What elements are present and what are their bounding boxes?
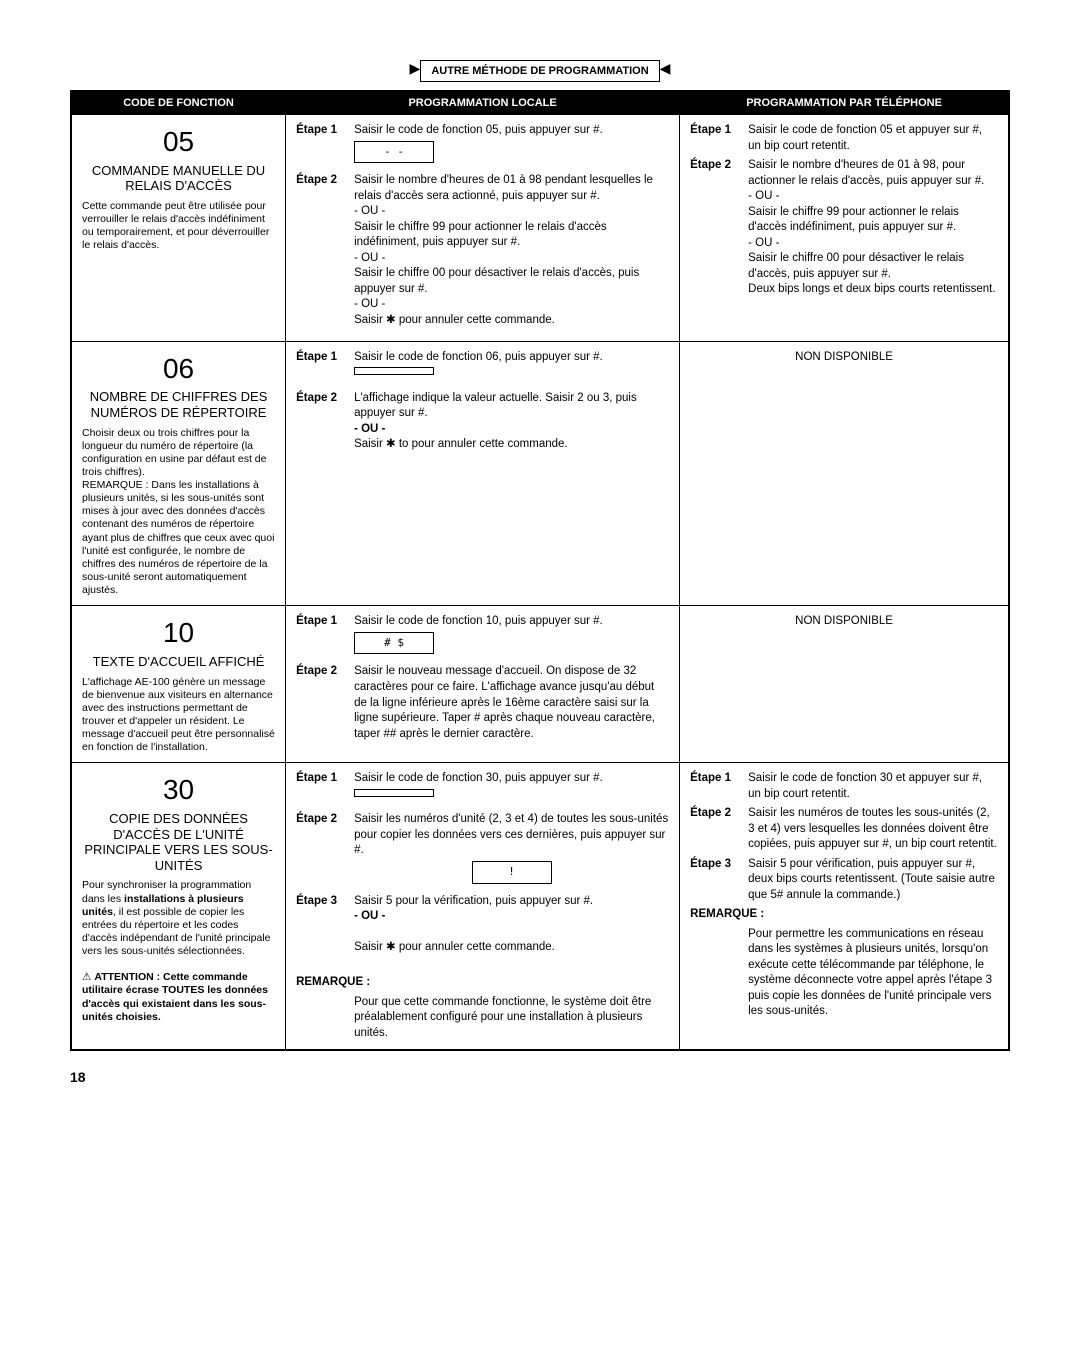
row30-disp2: ! xyxy=(472,861,552,884)
row05-desc: Cette commande peut être utilisée pour v… xyxy=(82,200,275,253)
tab-title: AUTRE MÉTHODE DE PROGRAMMATION xyxy=(431,65,648,77)
row30-local-e2: Étape 2 xyxy=(296,812,354,889)
tab-title-box: AUTRE MÉTHODE DE PROGRAMMATION xyxy=(420,60,659,82)
row10-local-e1t: Saisir le code de fonction 10, puis appu… xyxy=(354,615,603,627)
row30-desc: Pour synchroniser la programmation dans … xyxy=(82,879,275,1023)
row06-desc: Choisir deux ou trois chiffres pour la l… xyxy=(82,427,275,598)
row30-phone-e2t: Saisir les numéros de toutes les sous-un… xyxy=(748,806,998,853)
row30-phone-e1: Étape 1 xyxy=(690,771,748,802)
row10-title: TEXTE D'ACCUEIL AFFICHÉ xyxy=(82,654,275,670)
row30-warn: ATTENTION : Cette commande utilitaire éc… xyxy=(82,971,268,1022)
col-header-local: PROGRAMMATION LOCALE xyxy=(286,91,680,115)
row10-phone: NON DISPONIBLE xyxy=(680,606,1009,763)
row30-phone-e1t: Saisir le code de fonction 30 et appuyer… xyxy=(748,771,998,802)
row30-local-e1: Étape 1 xyxy=(296,771,354,808)
row06-ou: - OU - xyxy=(354,423,385,435)
row06-local-e2t: L'affichage indique la valeur actuelle. … xyxy=(354,392,637,420)
row30-local-e2t: Saisir les numéros d'unité (2, 3 et 4) d… xyxy=(354,813,668,856)
row30-phone-rem-label: REMARQUE : xyxy=(690,908,764,920)
row05-local-e2t: Saisir le nombre d'heures de 01 à 98 pen… xyxy=(354,173,669,328)
row10-local-e1: Étape 1 xyxy=(296,614,354,660)
row30-cancel: Saisir ✱ pour annuler cette commande. xyxy=(354,941,555,953)
row30-phone-e2: Étape 2 xyxy=(690,806,748,853)
row10-num: 10 xyxy=(82,614,275,652)
row30-disp1 xyxy=(354,789,434,797)
arrow-left-icon: ▶ xyxy=(410,60,421,82)
row06-local-e1: Étape 1 xyxy=(296,350,354,387)
row05-phone-e1: Étape 1 xyxy=(690,123,748,154)
row05-num: 05 xyxy=(82,123,275,161)
row05-title: COMMANDE MANUELLE DU RELAIS D'ACCÈS xyxy=(82,163,275,194)
col-header-code: CODE DE FONCTION xyxy=(71,91,286,115)
page-number: 18 xyxy=(70,1069,1010,1085)
col-header-phone: PROGRAMMATION PAR TÉLÉPHONE xyxy=(680,91,1009,115)
row05-local-e2: Étape 2 xyxy=(296,173,354,328)
row30-phone-e3: Étape 3 xyxy=(690,857,748,904)
row30-title: COPIE DES DONNÉES D'ACCÈS DE L'UNITÉ PRI… xyxy=(82,811,275,873)
row30-num: 30 xyxy=(82,771,275,809)
row30-ou: - OU - xyxy=(354,910,385,922)
row30-local-rem-label: REMARQUE : xyxy=(296,976,370,988)
row06-local-e1t: Saisir le code de fonction 06, puis appu… xyxy=(354,351,603,363)
arrow-right-icon: ◀ xyxy=(660,60,671,82)
row10-local-e2: Étape 2 xyxy=(296,664,354,742)
row10-desc: L'affichage AE-100 génère un message de … xyxy=(82,676,275,755)
row06-phone: NON DISPONIBLE xyxy=(680,341,1009,606)
row06-disp1 xyxy=(354,367,434,375)
row-30: 30 COPIE DES DONNÉES D'ACCÈS DE L'UNITÉ … xyxy=(71,763,1009,1051)
row05-phone-e2t: Saisir le nombre d'heures de 01 à 98, po… xyxy=(748,158,998,298)
tab-header: ▶ AUTRE MÉTHODE DE PROGRAMMATION ◀ xyxy=(70,60,1010,82)
row30-phone-e3t: Saisir 5 pour vérification, puis appuyer… xyxy=(748,857,998,904)
programming-table: CODE DE FONCTION PROGRAMMATION LOCALE PR… xyxy=(70,90,1010,1051)
row30-local-e1t: Saisir le code de fonction 30, puis appu… xyxy=(354,772,603,784)
row30-local-rem-text: Pour que cette commande fonctionne, le s… xyxy=(296,995,669,1042)
row05-local-e1: Étape 1 xyxy=(296,123,354,169)
row-06: 06 NOMBRE DE CHIFFRES DES NUMÉROS DE RÉP… xyxy=(71,341,1009,606)
row-05: 05 COMMANDE MANUELLE DU RELAIS D'ACCÈS C… xyxy=(71,115,1009,342)
row30-local-e3: Étape 3 xyxy=(296,894,354,956)
row05-phone-e1t: Saisir le code de fonction 05 et appuyer… xyxy=(748,123,998,154)
row10-disp1: # $ xyxy=(354,632,434,655)
row06-cancel: Saisir ✱ to pour annuler cette commande. xyxy=(354,438,568,450)
row06-num: 06 xyxy=(82,350,275,388)
row30-phone-rem-text: Pour permettre les communications en rés… xyxy=(690,927,998,1020)
warning-icon xyxy=(82,971,94,983)
row10-local-e2t: Saisir le nouveau message d'accueil. On … xyxy=(354,664,669,742)
row30-local-e3t: Saisir 5 pour la vérification, puis appu… xyxy=(354,895,593,907)
row06-local-e2: Étape 2 xyxy=(296,391,354,453)
row06-title: NOMBRE DE CHIFFRES DES NUMÉROS DE RÉPERT… xyxy=(82,389,275,420)
row05-phone-e2: Étape 2 xyxy=(690,158,748,298)
row-10: 10 TEXTE D'ACCUEIL AFFICHÉ L'affichage A… xyxy=(71,606,1009,763)
row05-disp1: - - xyxy=(354,141,434,164)
row05-local-e1t: Saisir le code de fonction 05, puis appu… xyxy=(354,124,603,136)
